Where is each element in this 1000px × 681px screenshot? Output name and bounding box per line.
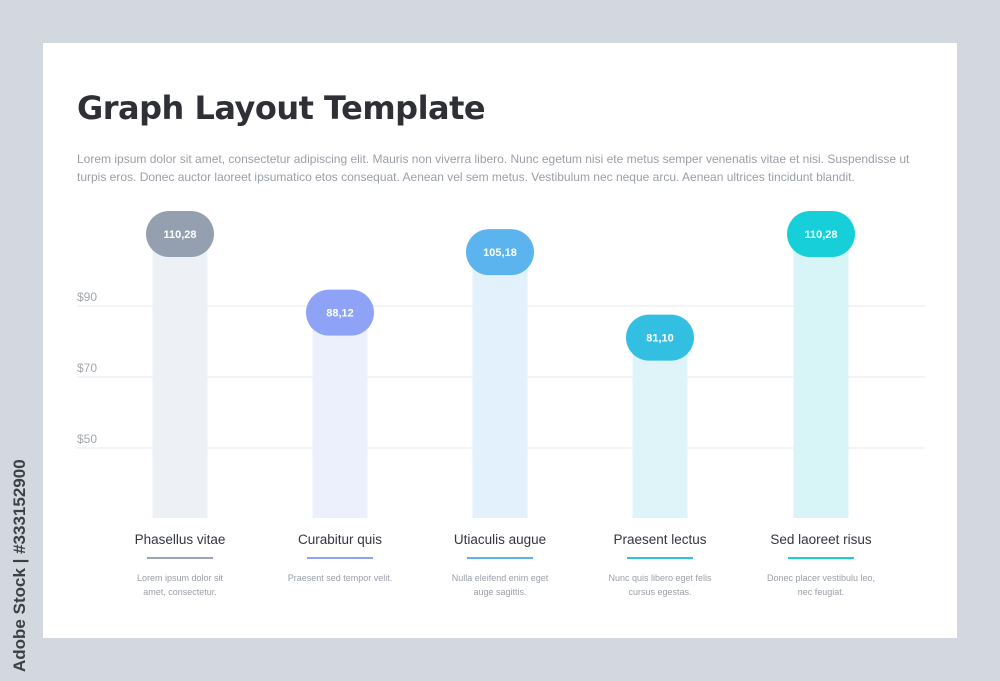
bar <box>312 312 368 518</box>
category-label: Phasellus vitae <box>134 532 226 547</box>
category-block: Curabitur quis Praesent sed tempor velit. <box>275 531 405 585</box>
bar <box>472 252 528 518</box>
value-label: 110,28 <box>163 229 196 241</box>
category-underline <box>467 557 533 559</box>
category-label: Curabitur quis <box>297 532 383 547</box>
category-note: Donec placer vestibulu leo, nec feugiat. <box>766 573 876 597</box>
bar-chart: $50 $70 $90 110,28 88,12 105,18 81,10 110,28 <box>77 211 925 519</box>
category-block: Utiaculis augue Nulla eleifend enim eget … <box>435 531 565 599</box>
category-label: Praesent lectus <box>613 532 707 547</box>
category-label: Sed laoreet risus <box>770 532 872 547</box>
stock-watermark: Adobe Stock | #333152900 <box>10 459 29 672</box>
category-label: Utiaculis augue <box>453 532 547 547</box>
value-label: 81,10 <box>646 333 674 345</box>
category-underline <box>788 557 854 559</box>
category-underline <box>307 557 373 559</box>
y-tick-label: $50 <box>77 432 97 446</box>
value-label: 88,12 <box>326 308 354 320</box>
y-tick-label: $90 <box>77 290 97 304</box>
value-bubble <box>306 289 374 336</box>
category-block: Praesent lectus Nunc quis libero eget fel… <box>595 531 725 599</box>
category-note: Nunc quis libero eget felis cursus egest… <box>608 573 712 597</box>
category-note: Praesent sed tempor velit. <box>287 573 393 583</box>
value-label: 110,28 <box>804 229 837 241</box>
value-label: 105,18 <box>483 247 517 259</box>
category-note: Lorem ipsum dolor sit amet, consectetur. <box>136 573 224 597</box>
category-block: Sed laoreet risus Donec placer vestibulu … <box>756 531 886 599</box>
value-bubble <box>626 314 694 361</box>
value-bubble <box>146 211 214 258</box>
page-description: Lorem ipsum dolor sit amet, consectetur … <box>77 152 910 184</box>
chart-card: Graph Layout Template Lorem ipsum dolor … <box>43 43 957 638</box>
category-note: Nulla eleifend enim eget auge sagittis. <box>451 573 549 597</box>
category-underline <box>627 557 693 559</box>
category-block: Phasellus vitae Lorem ipsum dolor sit ame… <box>115 531 245 599</box>
bar <box>152 234 208 519</box>
value-bubble <box>787 211 855 258</box>
y-tick-label: $70 <box>77 361 97 375</box>
page-title: Graph Layout Template <box>77 89 486 127</box>
bar <box>793 234 849 519</box>
bar <box>632 337 688 518</box>
category-underline <box>147 557 213 559</box>
value-bubble <box>466 229 534 276</box>
